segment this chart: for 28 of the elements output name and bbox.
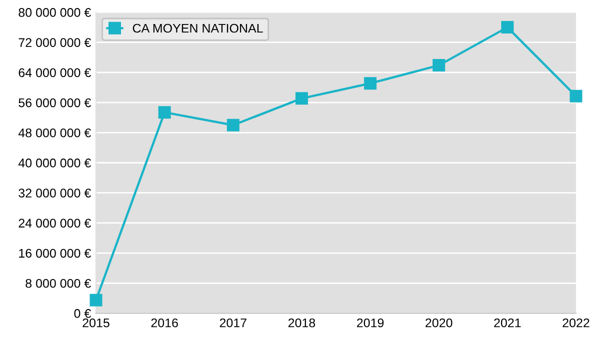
y-tick-label: 24 000 000 € (18, 218, 91, 228)
point (158, 106, 171, 119)
y-tick-label: 80 000 000 € (18, 8, 91, 17)
y-tick-label: 16 000 000 € (19, 248, 91, 258)
y-tick-label: 64 000 000 € (18, 68, 91, 78)
x-tick-label: 2021 (494, 318, 521, 328)
y-tick-label: 72 000 000 € (18, 38, 91, 47)
y-tick-label: 0 € (74, 309, 91, 318)
legend-label: CA MOYEN NATIONAL (132, 24, 263, 33)
x-tick-label: 2022 (562, 318, 590, 328)
point (501, 21, 514, 34)
point (364, 77, 377, 90)
x-tick-label: 2017 (220, 318, 246, 328)
point (90, 294, 102, 306)
y-tick-label: 56 000 000 € (18, 98, 91, 108)
y-tick-label: 32 000 000 € (18, 188, 91, 198)
point (570, 90, 582, 102)
y-tick-label: 40 000 000 € (18, 158, 91, 168)
y-tick-label: 8 000 000 € (26, 278, 91, 288)
x-tick-label: 2018 (288, 318, 316, 328)
x-tick-label: 2019 (357, 318, 384, 328)
y-tick-label: 48 000 000 € (18, 128, 91, 138)
x-tick-label: 2015 (82, 318, 110, 328)
point (432, 59, 446, 72)
x-tick-label: 2020 (426, 318, 452, 328)
point (226, 118, 240, 132)
point (295, 92, 308, 105)
x-tick-label: 2016 (151, 318, 178, 328)
